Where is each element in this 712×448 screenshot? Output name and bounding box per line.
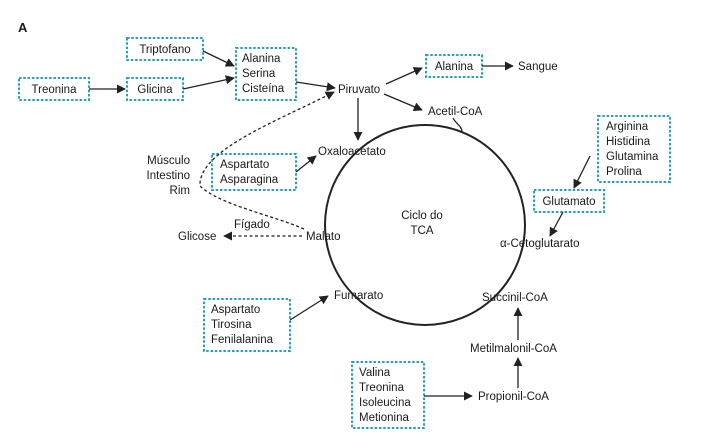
cycle-name-line2: TCA	[411, 225, 434, 237]
isoleucina-item: Isoleucina	[359, 397, 411, 409]
alanina-item: Alanina	[242, 53, 281, 65]
piruvato-label: Piruvato	[338, 84, 380, 96]
figado-label: Fígado	[234, 219, 270, 231]
asparagina-item: Asparagina	[220, 174, 279, 186]
arrow-arginina-glutamato	[573, 155, 591, 189]
glutamina-item: Glutamina	[606, 151, 659, 163]
arrow-aspartato-fumarato	[289, 295, 329, 321]
acetilcoa-entry-curve	[452, 117, 463, 133]
tirosina-item: Tirosina	[211, 319, 252, 331]
rim-label: Rim	[170, 185, 190, 197]
arrow-glicina-serina	[182, 75, 235, 90]
acetil-coa-label: Acetil-CoA	[428, 106, 483, 118]
metionina-item: Metionina	[359, 412, 409, 424]
glutamato-box	[533, 189, 605, 213]
arrow-glutamato-cetoglutarato	[549, 211, 564, 237]
sangue-label: Sangue	[518, 61, 558, 73]
alfa-cetoglutarato-label: α-Cetoglutarato	[500, 238, 580, 250]
prolina-item: Prolina	[606, 166, 642, 178]
dashed-arrow-malato-piruvato	[199, 91, 335, 230]
intestino-label: Intestino	[147, 170, 190, 182]
valina-treonina-isoleucina-metionina-box	[351, 361, 425, 429]
arginina-item: Arginina	[606, 121, 649, 133]
histidina-item: Histidina	[606, 136, 651, 148]
arrow-triptofano-alanina	[202, 50, 235, 67]
fumarato-label: Fumarato	[334, 290, 383, 302]
arrow-piruvato-acetilcoa	[383, 93, 423, 112]
aspartato-item-2: Aspartato	[211, 304, 260, 316]
tca-cycle-circle	[324, 124, 526, 326]
succinil-coa-label: Succinil-CoA	[482, 292, 548, 304]
alanina-serina-cisteina-box	[235, 47, 297, 101]
aspartato-asparagina-box	[211, 153, 297, 191]
panel-label: A	[18, 20, 28, 35]
malato-label: Malato	[306, 231, 341, 243]
metilmalonil-coa-label: Metilmalonil-CoA	[470, 343, 557, 355]
propionil-coa-label: Propionil-CoA	[478, 391, 549, 403]
cycle-name-line1: Ciclo do	[401, 210, 443, 222]
alanina-blood-label: Alanina	[435, 61, 474, 73]
serina-item: Serina	[242, 68, 276, 80]
treonina-label: Treonina	[32, 84, 78, 96]
fenilalanina-item: Fenilalanina	[211, 334, 274, 346]
arrow-to-piruvato	[295, 81, 336, 92]
arrow-piruvato-alanina	[385, 67, 423, 85]
treonina-box	[18, 77, 90, 101]
treonina-item-2: Treonina	[359, 382, 405, 394]
oxaloacetato-label: Oxaloacetato	[318, 146, 386, 158]
musculo-label: Músculo	[147, 155, 190, 167]
glicina-label: Glicina	[137, 84, 173, 96]
aspartato-item: Aspartato	[220, 159, 269, 171]
triptofano-box	[126, 37, 204, 61]
glicose-label: Glicose	[178, 231, 216, 243]
cisteina-item: Cisteína	[242, 83, 285, 95]
glutamato-label: Glutamato	[542, 196, 595, 208]
aspartato-tirosina-fenilalanina-box	[203, 298, 291, 352]
triptofano-label: Triptofano	[139, 44, 190, 56]
arrow-aspartato-oxaloacetato	[295, 155, 317, 173]
arginina-histidina-glutamina-prolina-box	[597, 115, 671, 183]
valina-item: Valina	[359, 367, 391, 379]
